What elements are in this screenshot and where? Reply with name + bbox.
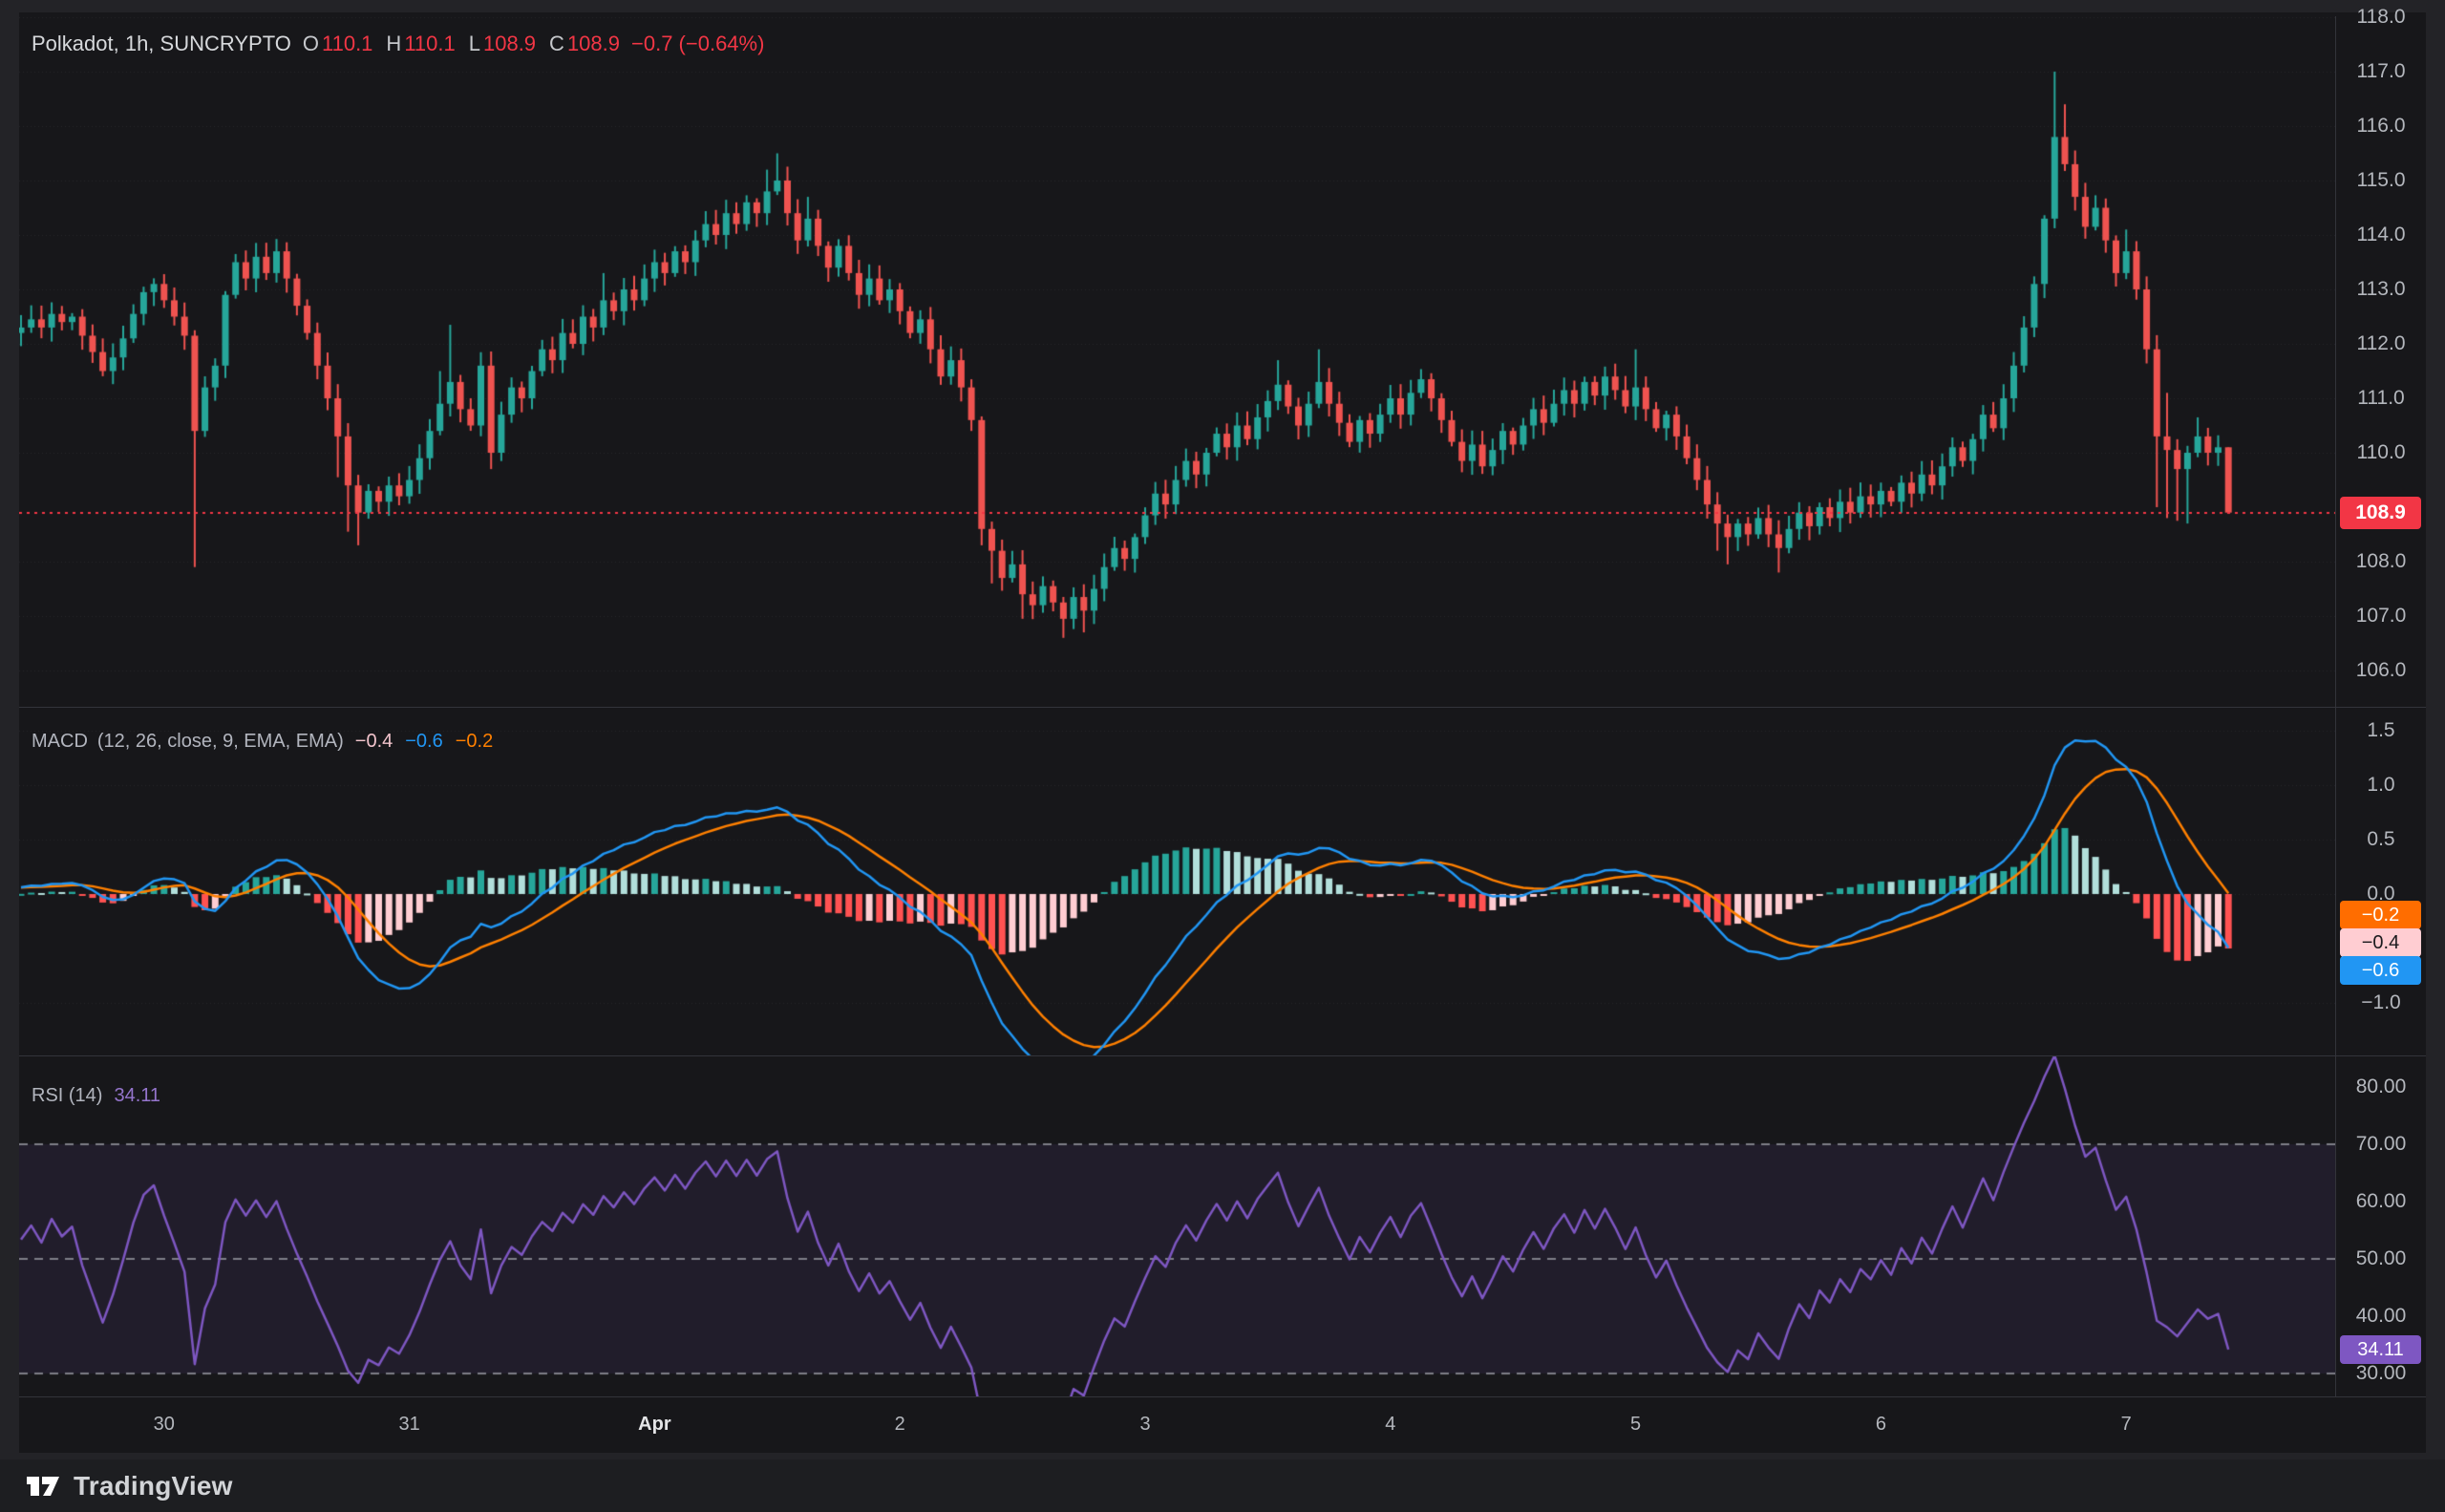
ohlc-item: H 110.1 — [386, 32, 456, 55]
pane-separator-macd-rsi[interactable] — [19, 1055, 2426, 1056]
macd-current-values: −0.4 −0.6 −0.2 — [355, 731, 493, 753]
price-tick-label: 111.0 — [2357, 387, 2405, 409]
macd-status-value: −0.6 — [405, 731, 443, 752]
macd-status-value: −0.2 — [455, 731, 494, 752]
change-value: −0.7 (−0.64%) — [631, 32, 765, 55]
ohlc-item: C 108.9 — [549, 32, 620, 55]
price-tick-label: 106.0 — [2355, 659, 2407, 681]
price-tick-label: 117.0 — [2356, 60, 2406, 82]
price-axis[interactable]: 108.9 34.11 118.0 117.0 116.0 115.0 114.0 113… — [2336, 6, 2426, 1397]
rsi-status-row: RSI (14) 34.11 — [32, 1085, 160, 1107]
pane-separator-time-axis — [19, 1396, 2426, 1397]
macd-tick-label: 0.0 — [2367, 883, 2395, 905]
time-axis-label: 3 — [1139, 1414, 1151, 1435]
tradingview-logo-icon[interactable] — [27, 1475, 63, 1498]
macd-status-value: −0.4 — [354, 731, 393, 752]
macd-value-badge: −0.2 — [2340, 901, 2421, 929]
brand-text[interactable]: TradingView — [74, 1470, 233, 1501]
time-axis-label: 30 — [153, 1414, 175, 1435]
macd-tick-label: 0.5 — [2367, 828, 2395, 850]
price-tick-label: 115.0 — [2356, 169, 2406, 191]
macd-tick-label: 1.5 — [2367, 719, 2395, 741]
pane-separator-price-macd[interactable] — [19, 707, 2426, 708]
time-axis-label: 4 — [1385, 1414, 1396, 1435]
rsi-tick-label: 80.00 — [2355, 1075, 2407, 1097]
macd-value-badge: −0.6 — [2340, 956, 2421, 985]
macd-tick-label: −1.0 — [2361, 991, 2401, 1013]
rsi-tick-label: 70.00 — [2355, 1133, 2407, 1155]
price-tick-label: 107.0 — [2355, 605, 2407, 627]
time-axis-label: 2 — [894, 1414, 905, 1435]
ohlc-item: O 110.1 — [302, 32, 373, 55]
rsi-tick-label: 40.00 — [2355, 1305, 2407, 1327]
last-price-badge: 108.9 — [2340, 497, 2421, 529]
chart-canvas[interactable] — [19, 16, 2335, 1396]
price-tick-label: 112.0 — [2356, 332, 2406, 354]
time-axis-label: 5 — [1630, 1414, 1642, 1435]
rsi-tick-label: 50.00 — [2355, 1247, 2407, 1269]
symbol-title[interactable]: Polkadot, 1h, SUNCRYPTO — [32, 32, 291, 55]
price-tick-label: 110.0 — [2356, 441, 2406, 463]
price-tick-label: 114.0 — [2356, 224, 2406, 245]
symbol-status-row: Polkadot, 1h, SUNCRYPTO O 110.1 H 110.1 L 108… — [32, 32, 764, 56]
price-tick-label: 116.0 — [2356, 115, 2406, 137]
ohlc-values: O 110.1 H 110.1 L 108.9 C 108.9 — [303, 32, 620, 56]
time-axis-label: Apr — [638, 1414, 671, 1435]
price-tick-label: 113.0 — [2356, 278, 2406, 300]
price-axis-border — [2335, 16, 2336, 1397]
rsi-value-badge: 34.11 — [2340, 1335, 2421, 1364]
time-axis-label: 7 — [2120, 1414, 2132, 1435]
footer-bar: TradingView — [0, 1459, 2445, 1512]
rsi-title[interactable]: RSI (14) — [32, 1085, 103, 1106]
macd-params[interactable]: (12, 26, close, 9, EMA, EMA) — [96, 731, 344, 752]
time-axis-label: 6 — [1875, 1414, 1886, 1435]
macd-status-row: MACD (12, 26, close, 9, EMA, EMA) −0.4 −0… — [32, 731, 493, 753]
price-tick-label: 118.0 — [2356, 6, 2406, 28]
rsi-current-value: 34.11 — [114, 1085, 161, 1106]
rsi-tick-label: 60.00 — [2355, 1190, 2407, 1212]
macd-tick-label: 1.0 — [2367, 774, 2395, 796]
time-axis[interactable]: 30 31 Apr 2 3 4 5 6 7 — [19, 1397, 2426, 1452]
ohlc-item: L 108.9 — [468, 32, 537, 55]
macd-title[interactable]: MACD — [32, 731, 88, 752]
macd-value-badge: −0.4 — [2340, 928, 2421, 957]
rsi-tick-label: 30.00 — [2355, 1362, 2407, 1384]
price-tick-label: 108.0 — [2355, 550, 2407, 572]
time-axis-label: 31 — [398, 1414, 420, 1435]
